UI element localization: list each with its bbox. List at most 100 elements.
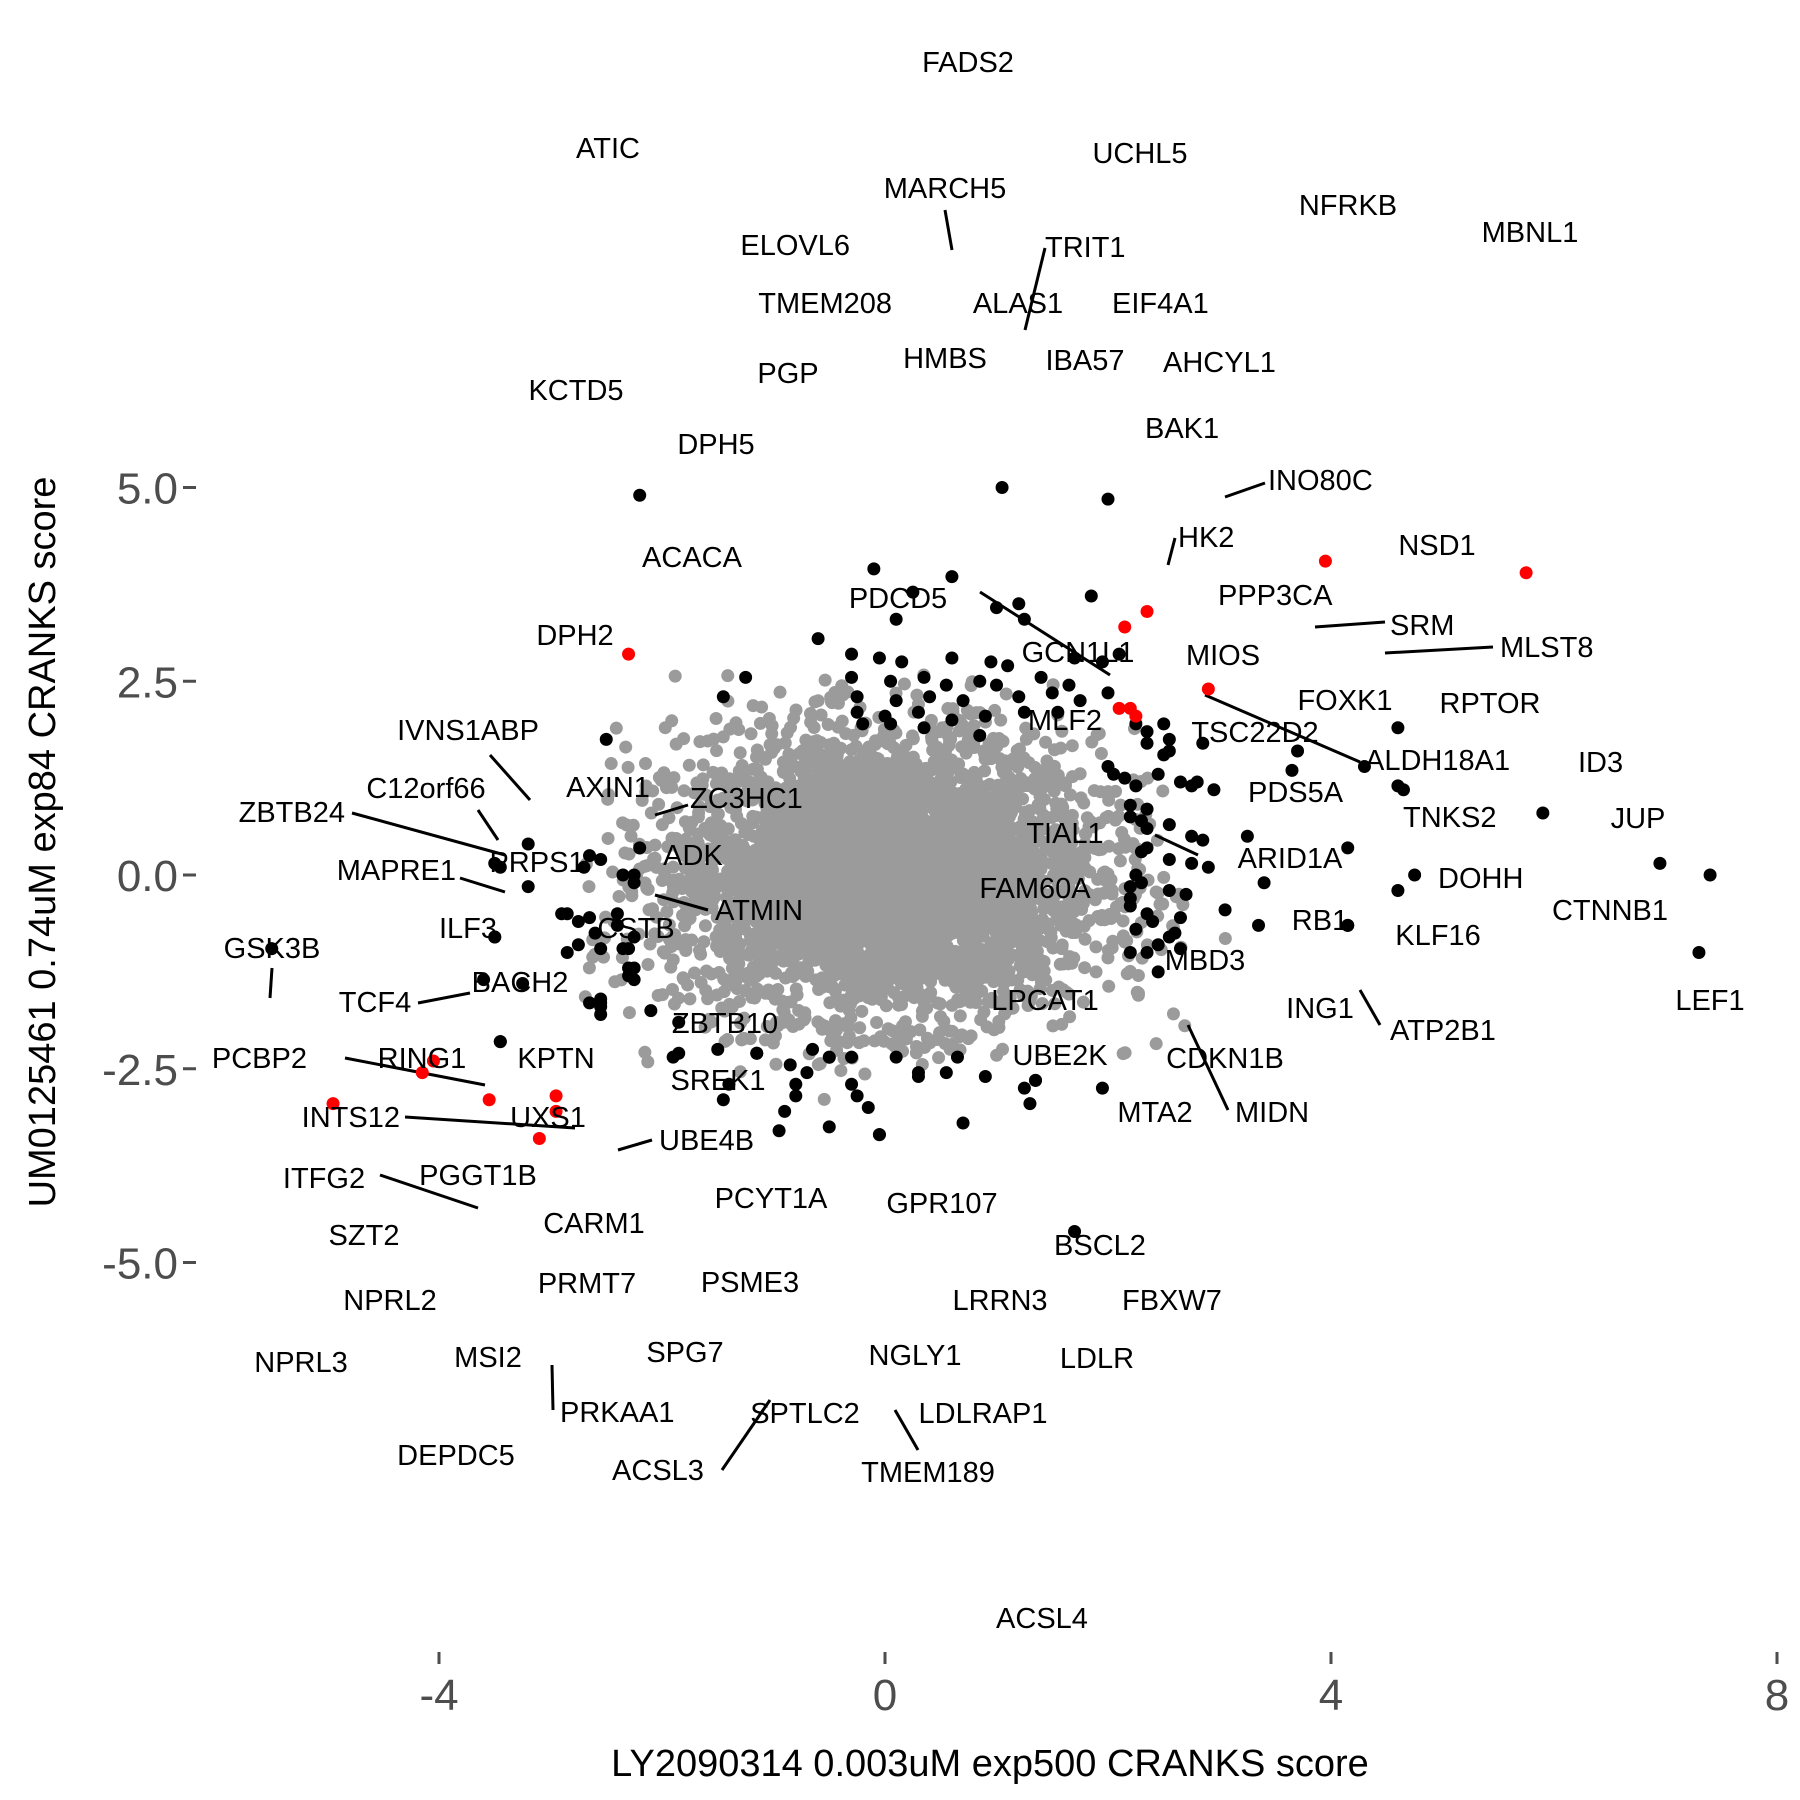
background-point — [662, 811, 676, 825]
background-point — [1047, 890, 1061, 904]
point-fbxw7 — [1095, 1081, 1109, 1095]
background-point — [710, 744, 724, 758]
label-prps1: PRPS1 — [489, 847, 584, 879]
highlight-point — [895, 655, 909, 669]
x-axis: -4 0 4 8 — [419, 1652, 1789, 1720]
background-point — [1153, 897, 1167, 911]
label-ring1: RING1 — [378, 1043, 467, 1075]
background-point — [973, 927, 987, 941]
label-mta2: MTA2 — [1117, 1097, 1192, 1129]
label-bach2: BACH2 — [472, 967, 569, 999]
label-gcn1l1: GCN1L1 — [1022, 637, 1135, 669]
highlight-point — [845, 670, 859, 684]
background-point — [897, 926, 911, 940]
background-point — [811, 858, 825, 872]
highlight-point — [939, 1066, 953, 1080]
highlight-point — [644, 1004, 658, 1018]
background-point — [704, 1015, 718, 1029]
background-point — [821, 718, 835, 732]
background-point — [1085, 735, 1099, 749]
point-tmem189 — [872, 1128, 886, 1142]
background-point — [999, 848, 1013, 862]
label-bak1: BAK1 — [1145, 413, 1219, 445]
background-point — [897, 677, 911, 691]
background-point — [619, 740, 633, 754]
point-lrrn3 — [1029, 1073, 1043, 1087]
background-point — [1095, 909, 1109, 923]
label-arid1a: ARID1A — [1238, 843, 1343, 875]
highlight-point — [917, 721, 931, 735]
point-mta2 — [1151, 965, 1165, 979]
background-point — [920, 1031, 934, 1045]
background-point — [1067, 904, 1081, 918]
background-point — [1008, 795, 1022, 809]
background-point — [991, 804, 1005, 818]
label-ldlr: LDLR — [1060, 1343, 1134, 1375]
background-point — [1076, 995, 1090, 1009]
label-lrrn3: LRRN3 — [952, 1285, 1047, 1317]
background-point — [939, 773, 953, 787]
background-point — [721, 908, 735, 922]
background-point — [649, 860, 663, 874]
background-point — [855, 820, 869, 834]
background-point — [586, 950, 600, 964]
x-tick-label: -4 — [419, 1671, 458, 1720]
background-point — [667, 771, 681, 785]
background-point — [839, 831, 853, 845]
background-point — [1055, 938, 1069, 952]
background-point — [748, 991, 762, 1005]
background-point — [1054, 741, 1068, 755]
label-ilf3: ILF3 — [439, 913, 497, 945]
background-point — [792, 746, 806, 760]
point-mbnl1 — [1519, 566, 1533, 580]
x-axis-title: LY2090314 0.003uM exp500 CRANKS score — [611, 1743, 1369, 1785]
highlight-point — [1196, 833, 1210, 847]
label-tmem189: TMEM189 — [861, 1457, 995, 1489]
background-point — [938, 1036, 952, 1050]
point-gcn1l1 — [1107, 767, 1121, 781]
label-ino80c: INO80C — [1268, 465, 1373, 497]
highlight-point — [616, 868, 630, 882]
point-pdcd5 — [973, 729, 987, 742]
point-kctd5 — [622, 647, 636, 661]
background-point — [675, 846, 689, 860]
point-ngly1 — [956, 1116, 970, 1130]
point-id3 — [1536, 806, 1550, 820]
background-point — [961, 733, 975, 747]
background-point — [744, 874, 758, 888]
background-point — [1056, 983, 1070, 997]
highlight-point — [1140, 822, 1154, 835]
label-cdkn1b: CDKN1B — [1166, 1043, 1284, 1075]
background-point — [784, 755, 798, 769]
background-point — [926, 901, 940, 915]
label-carm1: CARM1 — [543, 1208, 645, 1240]
point-ctnnb1 — [1703, 868, 1717, 882]
background-point — [963, 995, 977, 1009]
highlight-point — [822, 1050, 836, 1064]
point-lef1 — [1692, 946, 1706, 959]
background-point — [1109, 784, 1123, 798]
background-point — [816, 914, 830, 928]
label-tsc22d2: TSC22D2 — [1191, 717, 1318, 749]
background-point — [682, 758, 696, 772]
background-point — [874, 900, 888, 914]
label-ints12: INTS12 — [302, 1102, 400, 1134]
background-point — [1033, 799, 1047, 813]
background-point — [1101, 951, 1115, 965]
highlight-point — [1140, 802, 1154, 816]
background-point — [811, 1058, 825, 1072]
point-jup — [1653, 856, 1667, 870]
background-point — [899, 1032, 913, 1046]
background-point — [1102, 839, 1116, 853]
background-point — [834, 954, 848, 968]
background-point — [906, 763, 920, 777]
point-nfrkb — [1318, 554, 1332, 568]
highlight-point — [845, 647, 859, 661]
point-sptlc2 — [822, 1120, 836, 1134]
label-dph2: DPH2 — [536, 620, 613, 652]
background-point — [747, 829, 761, 843]
background-point — [996, 765, 1010, 779]
background-point — [1091, 887, 1105, 901]
background-point — [694, 947, 708, 961]
background-point — [658, 946, 672, 960]
